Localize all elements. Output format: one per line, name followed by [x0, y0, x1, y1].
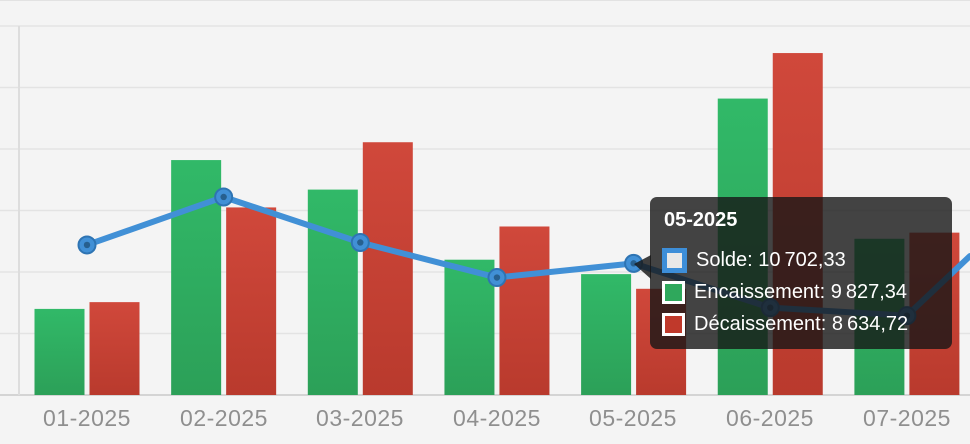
tooltip-encaissement-value: Encaissement: 9 827,34 — [694, 281, 908, 303]
x-axis-label: 04-2025 — [453, 405, 541, 431]
x-axis-label: 06-2025 — [726, 405, 814, 431]
bar[interactable] — [226, 207, 277, 395]
bar[interactable] — [34, 308, 85, 395]
tooltip-row-decaissement: Décaissement: 8 634,72 — [662, 311, 940, 337]
solde-point-center — [83, 241, 91, 249]
tooltip-row-solde: Solde: 10 702,33 — [662, 247, 940, 273]
bar[interactable] — [89, 302, 140, 395]
solde-point-center — [357, 239, 364, 246]
tooltip-row-encaissement: Encaissement: 9 827,34 — [662, 279, 940, 305]
bar[interactable] — [171, 160, 222, 395]
chart-tooltip: 05-2025 Solde: 10 702,33 Encaissement: 9… — [634, 197, 952, 349]
encaissement-swatch-icon — [662, 280, 685, 304]
x-axis-label: 01-2025 — [43, 405, 131, 431]
tooltip-title: 05-2025 — [664, 209, 738, 231]
x-axis-label: 05-2025 — [589, 405, 677, 431]
tooltip-arrow-icon — [634, 255, 651, 279]
x-axis-label: 02-2025 — [180, 405, 268, 431]
solde-swatch-icon — [662, 247, 687, 273]
x-axis-label: 07-2025 — [863, 405, 951, 431]
bar[interactable] — [581, 274, 632, 395]
decaissement-swatch-icon — [662, 312, 685, 336]
bar[interactable] — [444, 259, 495, 395]
solde-point-center — [220, 193, 227, 201]
bar[interactable] — [499, 226, 550, 395]
tooltip-solde-value: Solde: 10 702,33 — [696, 249, 846, 271]
bar[interactable] — [362, 142, 413, 395]
tooltip-decaissement-value: Décaissement: 8 634,72 — [694, 313, 909, 335]
solde-point-center — [493, 274, 501, 281]
bar[interactable] — [307, 189, 358, 395]
x-axis-label: 03-2025 — [316, 405, 404, 431]
